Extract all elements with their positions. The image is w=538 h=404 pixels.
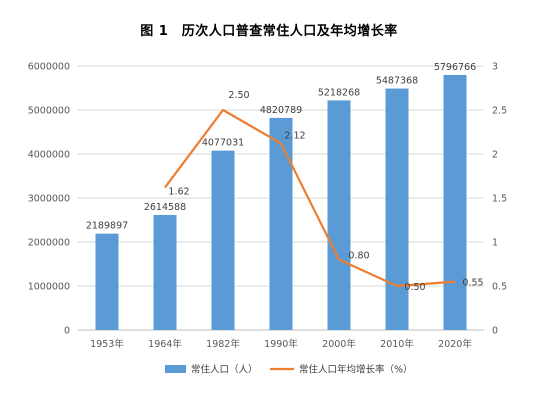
x-tick-label: 1964年: [148, 338, 182, 350]
y-right-tick-label: 0.5: [492, 282, 507, 293]
line-data-label: 1.62: [168, 186, 189, 197]
y-right-tick-label: 1: [492, 238, 498, 249]
y-left-tick-label: 5000000: [28, 106, 70, 117]
y-left-tick-label: 2000000: [28, 238, 70, 249]
legend-label: 常住人口年均增长率（%）: [299, 364, 413, 376]
bar-data-label: 2614588: [144, 202, 186, 213]
x-tick-label: 2000年: [322, 338, 356, 350]
y-left-tick-label: 6000000: [28, 62, 70, 73]
x-tick-label: 1990年: [264, 338, 298, 350]
bar: [211, 150, 235, 330]
bar-data-label: 4077031: [202, 138, 244, 149]
x-tick-label: 1982年: [206, 338, 240, 350]
bar-data-label: 5796766: [434, 62, 476, 73]
y-left-tick-label: 0: [64, 326, 70, 337]
bar: [443, 74, 467, 331]
bar: [327, 100, 351, 330]
legend-bar-swatch: [165, 365, 186, 373]
x-tick-label: 1953年: [90, 338, 124, 350]
bar-data-label: 5218268: [318, 87, 360, 98]
y-left-tick-label: 4000000: [28, 150, 70, 161]
bar: [153, 214, 177, 330]
y-right-tick-label: 3: [492, 62, 498, 73]
y-right-tick-label: 2.5: [492, 106, 507, 117]
legend-label: 常住人口（人）: [191, 364, 258, 376]
line-data-label: 0.80: [348, 251, 369, 262]
bar-data-label: 4820789: [260, 105, 302, 116]
series-line: [164, 108, 456, 288]
bar-data-label: 2189897: [86, 221, 128, 232]
y-right-tick-label: 1.5: [492, 194, 507, 205]
line-data-label: 2.12: [284, 130, 305, 141]
line-data-label: 2.50: [228, 90, 249, 101]
line-data-label: 0.55: [462, 278, 483, 289]
chart-title: 图 1 历次人口普查常住人口及年均增长率: [140, 24, 398, 39]
x-tick-label: 2010年: [380, 338, 414, 350]
y-right-tick-label: 2: [492, 150, 498, 161]
bar-data-label: 5487368: [376, 76, 418, 87]
y-right-tick-label: 0: [492, 326, 498, 337]
bar: [385, 88, 409, 330]
bar: [95, 233, 119, 330]
y-left-tick-label: 1000000: [28, 282, 70, 293]
y-left-tick-label: 3000000: [28, 194, 70, 205]
bar: [269, 117, 293, 330]
line-data-label: 0.50: [404, 282, 425, 293]
x-tick-label: 2020年: [438, 338, 472, 350]
